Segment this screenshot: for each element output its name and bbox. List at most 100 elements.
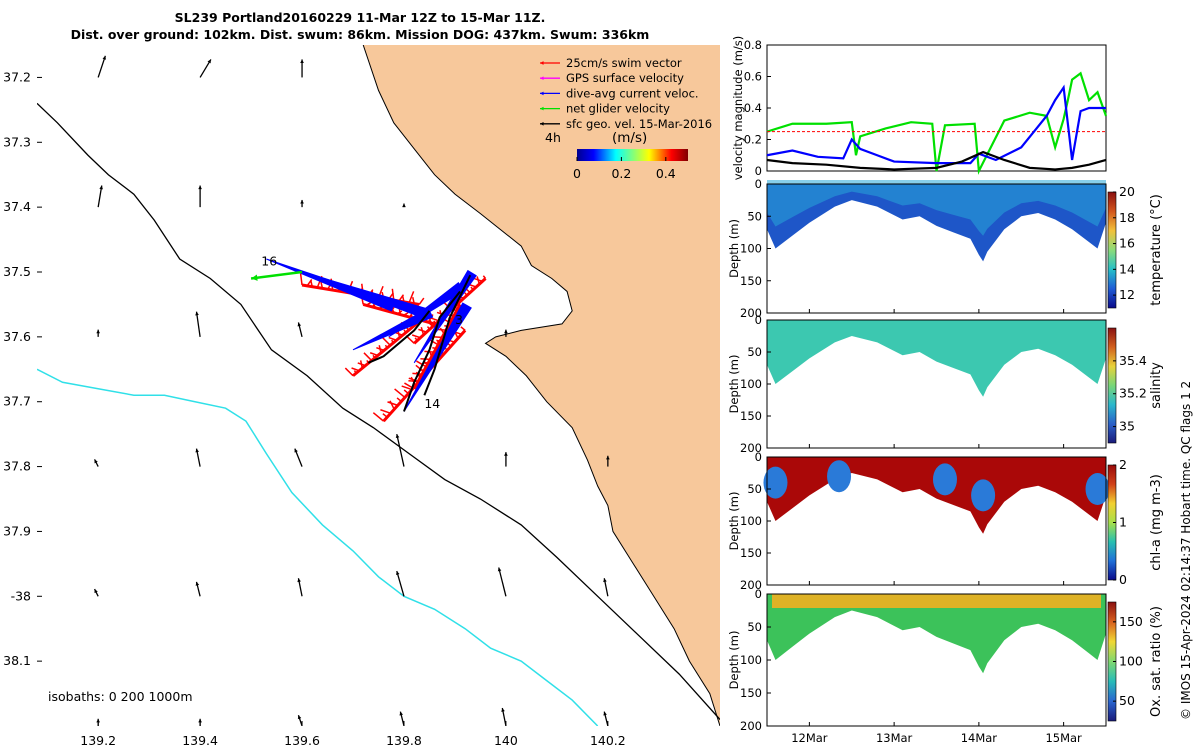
section-panel-sal: 0 50 100 150 200 Depth (m) 35.4 35.2 35 salinity: [727, 313, 1164, 455]
speed-colorbar: [577, 149, 688, 161]
section-colorbar: [1107, 327, 1117, 444]
geo-velocity-arrow: [297, 714, 303, 726]
legend-arrow: [540, 106, 560, 111]
section-y-tick-label: 200: [740, 719, 762, 733]
glider-track-segment: [403, 290, 461, 412]
legend-arrow: [540, 76, 560, 81]
geo-velocity-arrow: [603, 711, 609, 726]
glider-map: 16 3 14 isobaths: 0 200 1000m 139.2 139.4 139…: [3, 45, 720, 748]
geo-velocity-arrow: [399, 711, 405, 726]
section-colorbar-tick-label: 20: [1119, 184, 1135, 199]
map-x-tick-label: 139.6: [284, 733, 320, 748]
geo-velocity-arrow: [300, 59, 304, 78]
glider-track-segment: [367, 310, 431, 364]
velocity-series-line: [766, 150, 1107, 171]
chart-title-line1: SL239 Portland20160229 11-Mar 12Z to 15-…: [174, 10, 546, 25]
glider-track-segment: [423, 274, 472, 396]
geo-velocity-arrow: [606, 455, 610, 467]
geo-velocity-arrow: [402, 203, 406, 208]
section-low-chl-patch: [763, 466, 788, 499]
section-y-tick-label: 50: [747, 345, 762, 359]
track-time-label: 16: [261, 254, 277, 269]
map-x-tick-label: 139.4: [182, 733, 218, 748]
map-y-tick-label: 37.3: [3, 134, 31, 149]
map-y-tick-label: 37.6: [3, 329, 31, 344]
section-colorbar-tick-label: 14: [1119, 261, 1135, 276]
coastline: [362, 45, 720, 726]
section-y-tick-label: 50: [747, 620, 762, 634]
section-y-axis-label: Depth (m): [727, 219, 741, 278]
geo-velocity-arrow: [97, 185, 103, 208]
colorbar-tick-label: 0: [573, 166, 581, 181]
section-y-tick-label: 150: [740, 686, 762, 700]
geo-velocity-arrow: [97, 55, 106, 78]
map-y-tick-label: 38.1: [3, 653, 31, 668]
section-y-axis-label: Depth (m): [727, 492, 741, 551]
geo-velocity-arrow: [297, 322, 303, 338]
section-low-chl-patch: [971, 479, 996, 512]
section-y-axis-label: Depth (m): [727, 355, 741, 414]
geo-velocity-arrow: [198, 185, 202, 208]
map-x-tick-label: 139.2: [80, 733, 116, 748]
section-y-tick-label: 0: [755, 177, 762, 191]
legend-label: GPS surface velocity: [566, 71, 684, 85]
geo-velocity-arrow: [195, 311, 201, 337]
geo-velocity-arrow: [294, 448, 303, 467]
section-data-area: [767, 184, 1106, 262]
legend-arrow: [540, 121, 560, 126]
geo-velocity-arrow: [504, 452, 508, 467]
colorbar-unit: (m/s): [612, 130, 647, 146]
legend-arrow: [540, 91, 560, 96]
section-data-area: [767, 320, 1106, 397]
section-y-tick-label: 0: [755, 313, 762, 327]
isobath-1000m: [37, 368, 599, 726]
legend-label: net glider velocity: [566, 102, 670, 116]
section-colorbar-tick-label: 35.4: [1119, 353, 1147, 368]
track-time-label: 14: [424, 396, 440, 411]
section-colorbar-tick-label: 50: [1119, 693, 1135, 708]
section-y-tick-label: 0: [755, 450, 762, 464]
legend-label: 25cm/s swim vector: [566, 56, 682, 70]
section-colorbar-tick-label: 18: [1119, 210, 1135, 225]
geo-velocity-arrow: [195, 448, 201, 467]
section-y-tick-label: 200: [740, 578, 762, 592]
section-y-tick-label: 100: [740, 377, 762, 391]
map-y-tick-label: 37.2: [3, 69, 31, 84]
velocity-y-tick-label: 0: [755, 164, 762, 178]
colorbar-tick-label: 0.2: [611, 166, 631, 181]
map-x-tick-label: 140.2: [590, 733, 626, 748]
velocity-y-tick-label: 0.6: [744, 70, 762, 84]
section-y-tick-label: 50: [747, 209, 762, 223]
map-x-tick-label: 139.8: [386, 733, 422, 748]
section-panel-temp: 0 50 100 150 200 Depth (m) 20 18 16 14 12 temperatu…: [727, 177, 1164, 320]
geo-velocity-arrow: [497, 567, 507, 597]
geo-velocity-arrow: [300, 199, 304, 208]
section-colorbar: [1107, 191, 1117, 309]
section-colorbar-tick-label: 35.2: [1119, 386, 1147, 401]
section-low-chl-patch: [1085, 473, 1110, 505]
section-low-chl-patch: [932, 463, 957, 496]
map-y-tick-label: 37.8: [3, 459, 31, 474]
section-colorbar-label: chl-a (mg m-3): [1149, 474, 1164, 571]
land-area: [363, 45, 720, 726]
section-colorbar-tick-label: 35: [1119, 419, 1135, 434]
section-y-axis-label: Depth (m): [727, 631, 741, 690]
section-colorbar-tick-label: 100: [1119, 654, 1143, 669]
section-oxygen-surface-band: [772, 594, 1101, 608]
section-colorbar-tick-label: 0: [1119, 572, 1127, 587]
chart-title-line2: Dist. over ground: 102km. Dist. swum: 86…: [70, 27, 650, 42]
section-data-area: [767, 457, 1106, 534]
velocity-y-axis-label: velocity magnitude (m/s): [731, 36, 745, 181]
geo-velocity-arrow: [93, 459, 99, 467]
dive-avg-current-vector: [266, 258, 396, 312]
section-colorbar-tick-label: 16: [1119, 236, 1135, 251]
section-colorbar-label: temperature (°C): [1149, 194, 1164, 306]
legend-arrow: [540, 61, 560, 65]
section-colorbar-tick-label: 1: [1119, 515, 1127, 530]
velocity-y-tick-label: 0.8: [744, 38, 762, 52]
section-panel-chl: 0 50 100 150 200 Depth (m) 2 1 0 chl-a (mg m-3): [727, 450, 1164, 592]
